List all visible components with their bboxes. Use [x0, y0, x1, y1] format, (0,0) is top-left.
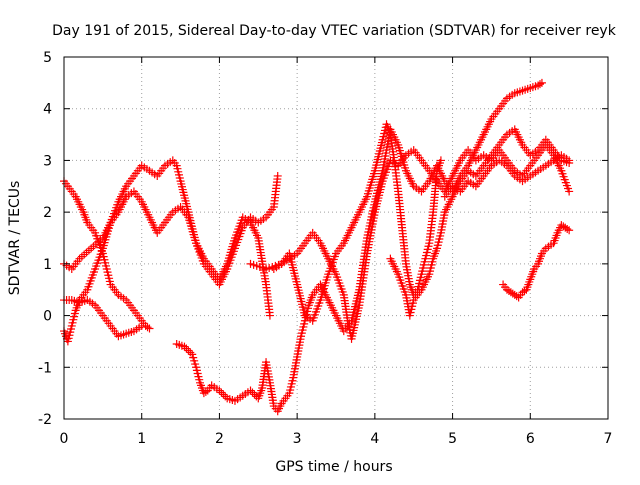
x-tick-label: 7 [604, 431, 613, 447]
data-point-marker [565, 187, 574, 196]
data-point-marker [250, 390, 259, 399]
data-point-marker [219, 390, 228, 399]
data-point-marker [215, 386, 224, 395]
data-point-marker [137, 321, 146, 330]
data-point-marker [182, 344, 191, 353]
x-tick-label: 2 [215, 431, 224, 447]
x-tick-label: 1 [137, 431, 146, 447]
data-point-marker [565, 156, 574, 165]
marks-layer [60, 78, 574, 416]
series-arc-9 [499, 221, 574, 302]
x-tick-label: 6 [526, 431, 535, 447]
data-point-marker [273, 171, 282, 180]
y-tick-label: 3 [43, 153, 52, 169]
data-point-marker [536, 80, 544, 89]
y-tick-label: 0 [43, 309, 52, 325]
y-tick-label: 2 [43, 205, 52, 221]
series-arc-3 [60, 187, 274, 346]
data-point-marker [221, 392, 230, 401]
chart-title: Day 191 of 2015, Sidereal Day-to-day VTE… [52, 23, 617, 39]
y-tick-label: 5 [43, 50, 52, 66]
x-tick-label: 4 [370, 431, 379, 447]
series-arc-2 [60, 177, 154, 333]
data-point-marker [246, 386, 255, 395]
data-point-marker [537, 78, 546, 87]
data-point-marker [184, 346, 193, 355]
data-point-marker [217, 388, 226, 397]
plot-frame [63, 56, 609, 420]
data-point-marker [248, 388, 257, 397]
data-point-marker [563, 224, 572, 233]
x-axis-label: GPS time / hours [275, 459, 392, 475]
y-axis-label: SDTVAR / TECUs [7, 181, 23, 296]
data-point-marker [512, 292, 521, 301]
grid-layer [64, 57, 608, 419]
y-tick-label: -1 [38, 360, 52, 376]
data-point-marker [143, 323, 152, 332]
ticks-layer: 0 1 2 3 4 5 6 7 -2 -1 0 1 2 3 4 5 [38, 50, 612, 447]
x-tick-label: 0 [60, 431, 69, 447]
y-tick-label: -2 [38, 412, 52, 428]
y-tick-label: 1 [43, 257, 52, 273]
data-point-marker [201, 387, 210, 396]
data-point-marker [265, 311, 274, 320]
data-point-marker [180, 342, 189, 351]
series-arc-7 [269, 120, 445, 325]
data-point-marker [565, 226, 574, 235]
series-arc-8 [386, 125, 574, 320]
x-tick-label: 3 [293, 431, 302, 447]
series-arc-4 [60, 296, 146, 341]
x-tick-label: 5 [448, 431, 457, 447]
series-arc-10 [440, 151, 574, 201]
y-tick-label: 4 [43, 102, 52, 118]
data-point-marker [145, 324, 154, 333]
data-point-marker [436, 156, 445, 165]
data-point-marker [186, 348, 195, 357]
